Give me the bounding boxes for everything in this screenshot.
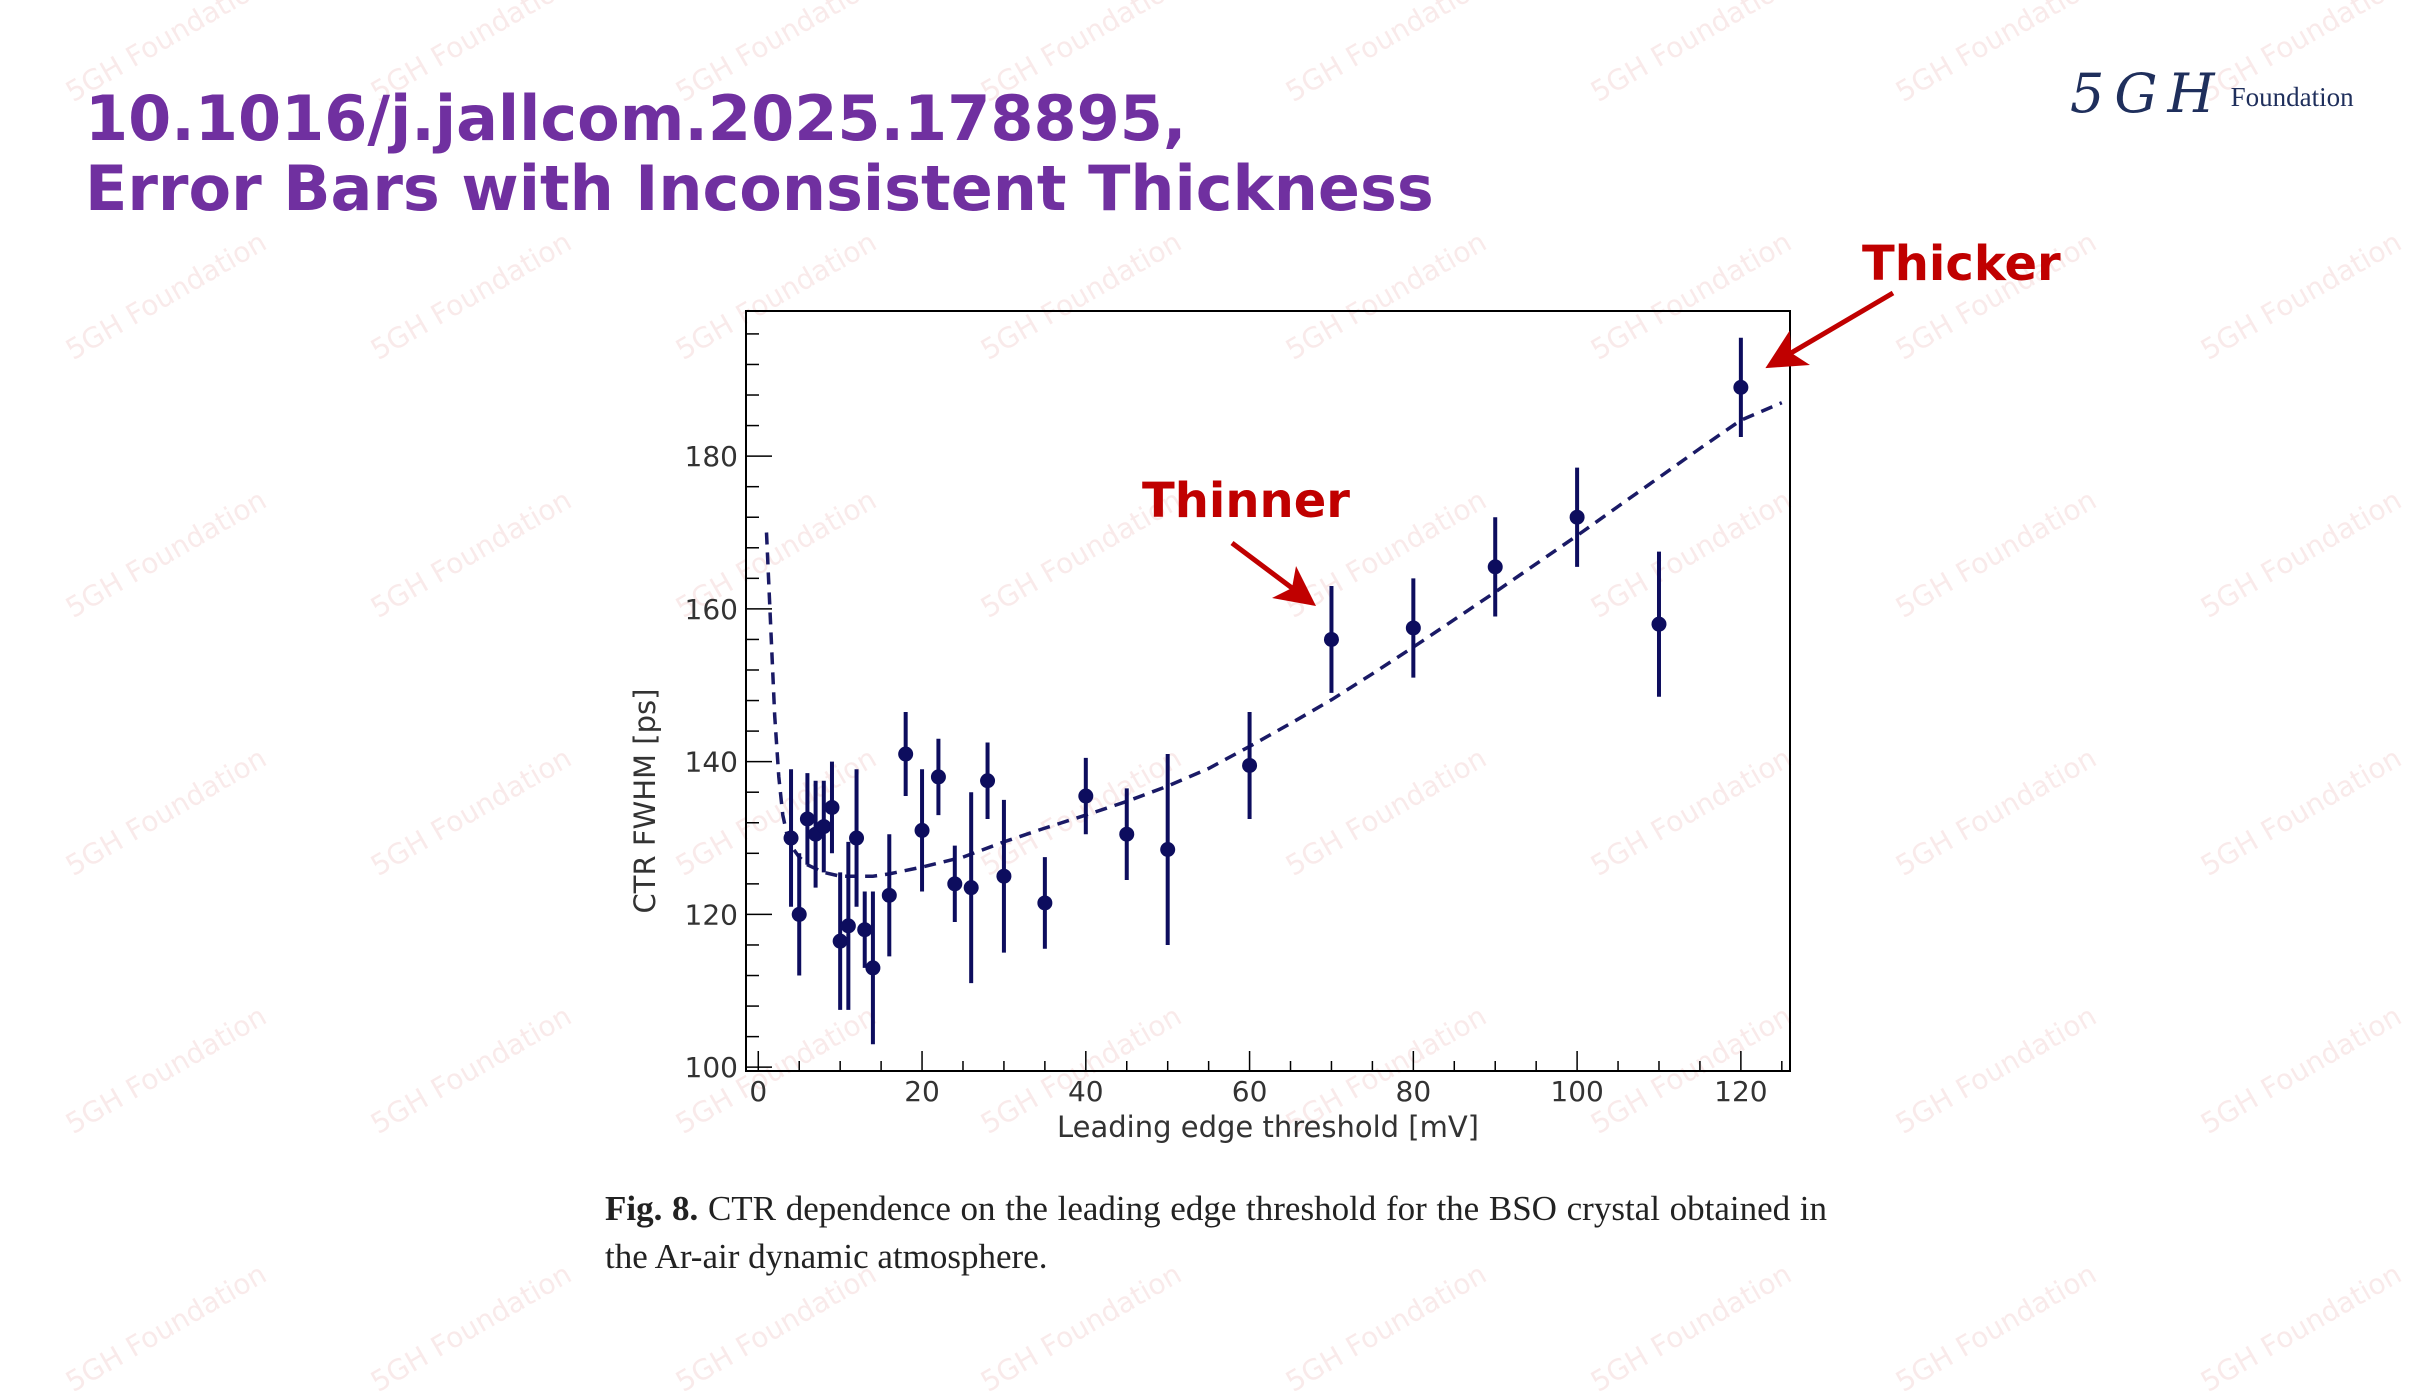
axis-ticks: 0 20 40 60 80 100 120 100 120 140 160 180: [685, 333, 1783, 1108]
watermark-text: 5GH Foundation: [365, 1257, 578, 1399]
data-point: [1160, 841, 1176, 857]
data-point: [1651, 616, 1667, 632]
annotation-label-thinner: Thinner: [1142, 473, 1350, 529]
figure-caption: Fig. 8. CTR dependence on the leading ed…: [605, 1185, 1827, 1281]
annotation-arrow: [1230, 541, 1316, 606]
y-axis-label: CTR FWHM [ps]: [628, 689, 662, 914]
y-tick-label: 120: [685, 898, 738, 931]
fit-curve-group: [764, 401, 1783, 878]
data-point: [980, 773, 996, 789]
data-point: [816, 819, 832, 835]
caption-label: Fig. 8.: [605, 1189, 699, 1228]
data-point: [1037, 895, 1053, 911]
data-points: [783, 337, 1749, 1045]
data-point: [881, 887, 897, 903]
data-point: [1242, 757, 1258, 773]
data-point: [1119, 826, 1135, 842]
y-tick-label: 100: [685, 1051, 738, 1084]
data-point: [840, 918, 856, 934]
data-point: [947, 876, 963, 892]
data-point: [1569, 509, 1585, 525]
logo-text: Foundation: [2230, 82, 2354, 112]
data-point: [799, 811, 815, 827]
data-point: [1487, 559, 1503, 575]
data-point: [791, 906, 807, 922]
annotations: Thinner Thicker: [1142, 236, 2061, 606]
y-tick-label: 160: [685, 593, 738, 626]
data-point: [832, 933, 848, 949]
data-point: [857, 922, 873, 938]
data-point: [824, 799, 840, 815]
x-tick-label: 80: [1396, 1075, 1432, 1108]
caption-text: CTR dependence on the leading edge thres…: [605, 1189, 1827, 1276]
data-point: [1078, 788, 1094, 804]
foundation-logo: 5GH Foundation: [2070, 62, 2354, 125]
data-point: [996, 868, 1012, 884]
data-point: [783, 830, 799, 846]
watermark-text: 5GH Foundation: [60, 1257, 273, 1399]
annotation-arrow: [1765, 290, 1895, 369]
data-point: [898, 746, 914, 762]
data-point: [1323, 631, 1339, 647]
logo-mark: 5GH: [2070, 62, 2225, 125]
watermark-text: 5GH Foundation: [2195, 1257, 2408, 1399]
data-point: [930, 769, 946, 785]
data-point: [849, 830, 865, 846]
x-axis-label: Leading edge threshold [mV]: [1057, 1110, 1479, 1144]
watermark-text: 5GH Foundation: [1890, 1257, 2103, 1399]
x-tick-label: 0: [749, 1075, 767, 1108]
x-tick-label: 40: [1068, 1075, 1104, 1108]
ctr-chart: 0 20 40 60 80 100 120 100 120 140 160 180 Leading e…: [628, 236, 2061, 1144]
data-point: [963, 880, 979, 896]
x-tick-label: 20: [904, 1075, 940, 1108]
fit-curve: [764, 401, 1783, 878]
data-point: [1405, 620, 1421, 636]
plot-frame: [745, 310, 1791, 1072]
x-tick-label: 120: [1714, 1075, 1767, 1108]
x-tick-label: 60: [1232, 1075, 1268, 1108]
y-tick-label: 140: [685, 746, 738, 779]
y-tick-label: 180: [685, 440, 738, 473]
x-tick-label: 100: [1550, 1075, 1603, 1108]
slide-title-doi: 10.1016/j.jallcom.2025.178895,: [85, 82, 1187, 155]
data-point: [865, 960, 881, 976]
data-point: [1733, 379, 1749, 395]
data-point: [914, 822, 930, 838]
annotation-label-thicker: Thicker: [1862, 236, 2061, 292]
slide-title-issue: Error Bars with Inconsistent Thickness: [85, 152, 1434, 225]
